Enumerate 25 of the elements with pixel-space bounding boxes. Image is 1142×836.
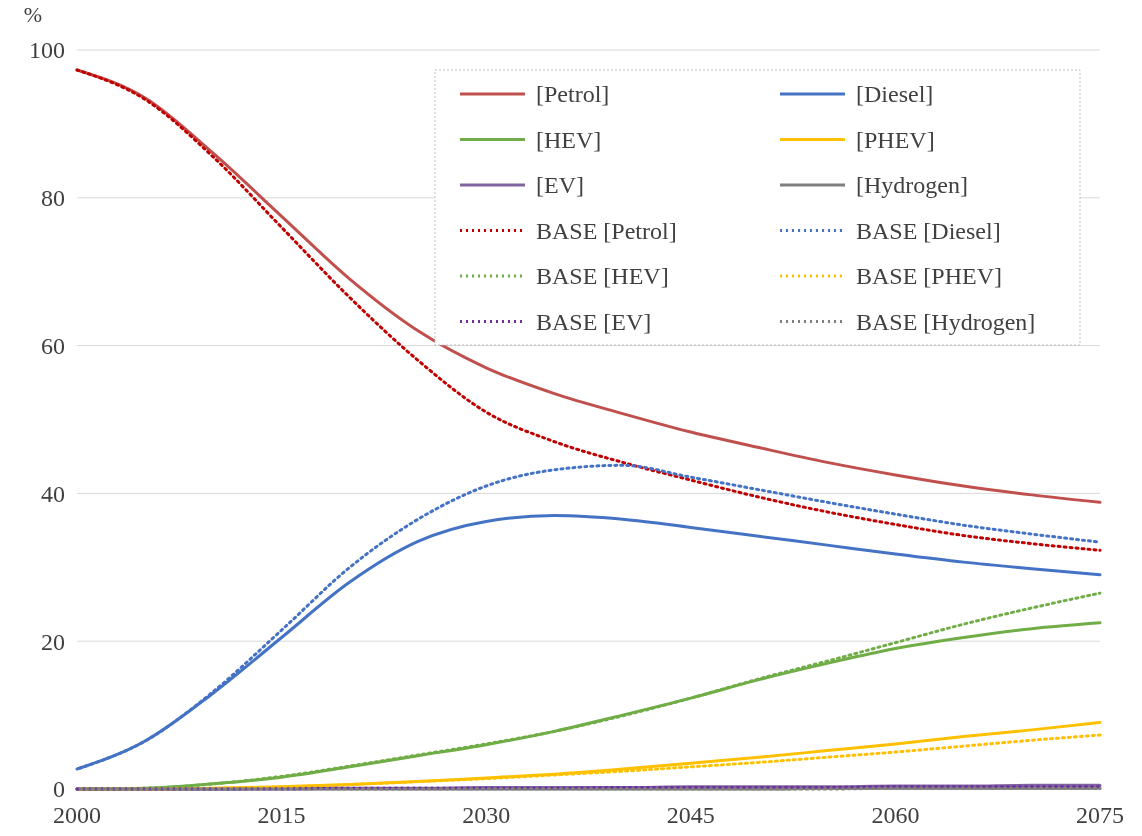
legend-label: BASE [HEV] [536, 263, 669, 290]
y-tick-label: 0 [53, 776, 65, 803]
x-tick-label: 2030 [462, 802, 511, 829]
y-axis-title: % [23, 2, 43, 27]
x-tick-label: 2015 [257, 802, 306, 829]
legend-label: [EV] [536, 172, 584, 199]
legend-label: [HEV] [536, 126, 602, 153]
y-tick-label: 20 [41, 628, 65, 655]
legend-label: BASE [EV] [536, 308, 652, 335]
y-tick-label: 100 [29, 37, 65, 64]
y-tick-label: 60 [41, 333, 65, 359]
legend-label: BASE [Diesel] [856, 217, 1001, 244]
y-tick-label: 40 [41, 480, 65, 507]
x-tick-label: 2000 [53, 802, 101, 829]
legend-label: [PHEV] [856, 126, 935, 153]
legend-label: BASE [Petrol] [536, 217, 677, 244]
legend-label: BASE [PHEV] [856, 263, 1003, 290]
legend-label: [Diesel] [856, 81, 934, 108]
x-tick-label: 2075 [1076, 802, 1124, 829]
legend-label: [Petrol] [536, 81, 610, 108]
x-tick-label: 2045 [666, 802, 715, 829]
y-tick-label: 80 [41, 185, 65, 212]
legend-label: [Hydrogen] [856, 172, 968, 199]
x-tick-label: 2060 [871, 802, 920, 829]
legend-label: BASE [Hydrogen] [856, 308, 1036, 335]
